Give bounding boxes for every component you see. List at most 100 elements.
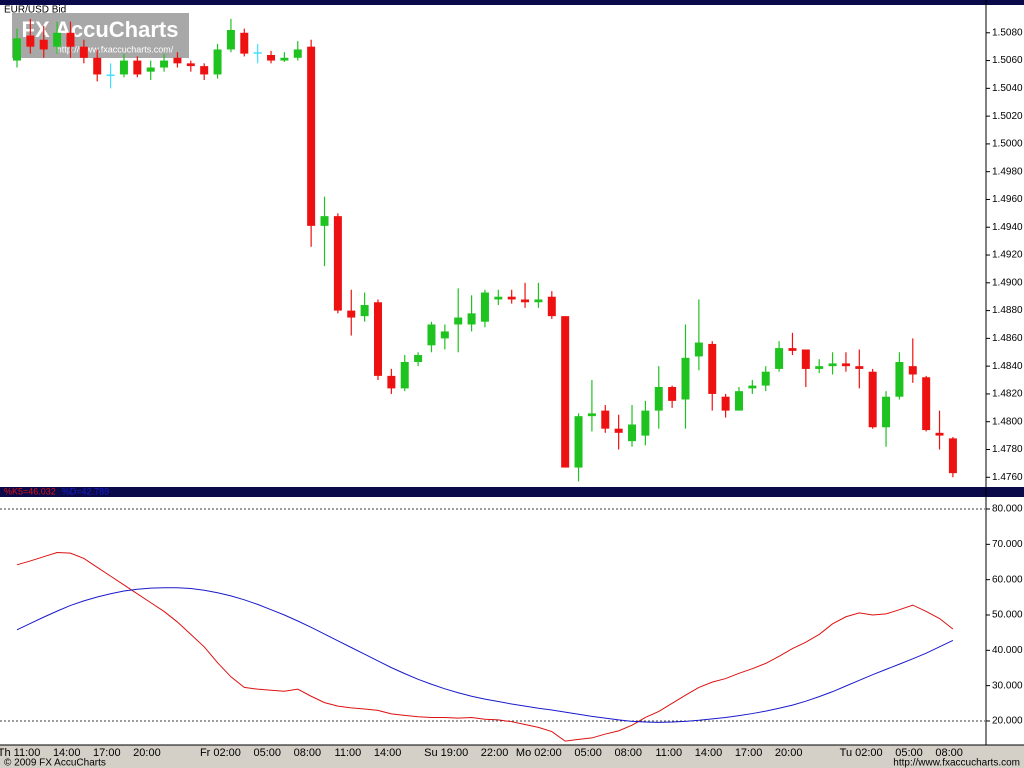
candle-body bbox=[868, 371, 877, 428]
y-tick-label: 1.4840 bbox=[992, 361, 1023, 372]
candle-body bbox=[601, 410, 610, 429]
top-border bbox=[0, 0, 1024, 5]
candle-body bbox=[39, 39, 48, 50]
candle-body bbox=[815, 366, 824, 369]
x-tick-label: 08:00 bbox=[614, 747, 642, 759]
candle-body bbox=[641, 410, 650, 436]
y-tick-label: 1.4760 bbox=[992, 472, 1023, 483]
candle-body bbox=[748, 385, 757, 389]
candle-body bbox=[373, 302, 382, 376]
candle-body bbox=[13, 38, 21, 61]
candle-body bbox=[561, 316, 570, 468]
candle-body bbox=[427, 324, 436, 346]
y-tick-label: 70.000 bbox=[992, 539, 1023, 550]
y-tick-label: 1.5040 bbox=[992, 83, 1023, 94]
copyright: © 2009 FX AccuCharts bbox=[4, 758, 106, 768]
y-tick-label: 20.000 bbox=[992, 716, 1023, 727]
y-tick-label: 1.4820 bbox=[992, 389, 1023, 400]
y-tick-label: 80.000 bbox=[992, 504, 1023, 515]
candle-body bbox=[841, 363, 850, 367]
candle-body bbox=[200, 66, 209, 75]
y-tick-label: 1.4940 bbox=[992, 222, 1023, 233]
candle-body bbox=[574, 416, 583, 468]
x-tick-label: 14:00 bbox=[695, 747, 723, 759]
x-tick-label: Tu 02:00 bbox=[840, 747, 883, 759]
x-tick-label: 05:00 bbox=[253, 747, 281, 759]
x-tick-label: 20:00 bbox=[133, 747, 161, 759]
x-tick-label: 20:00 bbox=[775, 747, 803, 759]
candle-body bbox=[66, 32, 75, 47]
x-tick-label: 05:00 bbox=[895, 747, 923, 759]
candle-body bbox=[908, 366, 917, 375]
y-tick-label: 1.5080 bbox=[992, 27, 1023, 38]
candle-body bbox=[240, 32, 249, 54]
candle-body bbox=[935, 432, 944, 436]
candle-body bbox=[440, 331, 449, 339]
y-tick-label: 1.5020 bbox=[992, 111, 1023, 122]
candle-body bbox=[801, 349, 810, 369]
candle-body bbox=[387, 375, 396, 389]
y-tick-label: 1.4800 bbox=[992, 416, 1023, 427]
x-tick-label: Mo 02:00 bbox=[516, 747, 562, 759]
legend-entry: %K5=46.032 bbox=[4, 486, 56, 496]
x-axis-strip bbox=[0, 745, 1024, 768]
candle-body bbox=[253, 52, 262, 54]
y-tick-label: 1.4780 bbox=[992, 444, 1023, 455]
candle-body bbox=[614, 428, 623, 433]
candle-body bbox=[280, 57, 289, 61]
watermark: FX AccuCharts http://www.fxaccucharts.co… bbox=[12, 13, 189, 58]
candle-body bbox=[347, 310, 356, 318]
x-tick-label: 14:00 bbox=[374, 747, 402, 759]
chart-title: EUR/USD Bid bbox=[4, 5, 66, 16]
candle-body bbox=[53, 32, 62, 47]
y-tick-label: 1.5000 bbox=[992, 139, 1023, 150]
x-tick-label: 05:00 bbox=[574, 747, 602, 759]
candle-body bbox=[948, 438, 957, 474]
y-tick-label: 30.000 bbox=[992, 680, 1023, 691]
candle-body bbox=[761, 371, 770, 386]
y-tick-label: 1.4900 bbox=[992, 277, 1023, 288]
watermark-url: http://www.fxaccucharts.com/ bbox=[57, 44, 174, 54]
candle-body bbox=[654, 386, 663, 411]
y-tick-label: 1.4860 bbox=[992, 333, 1023, 344]
candle-body bbox=[507, 296, 516, 300]
candle-body bbox=[400, 361, 409, 389]
candle-body bbox=[186, 63, 195, 67]
x-tick-label: 11:00 bbox=[655, 747, 682, 759]
x-tick-label: 08:00 bbox=[935, 747, 963, 759]
y-tick-label: 50.000 bbox=[992, 610, 1023, 621]
x-tick-label: Fr 02:00 bbox=[200, 747, 241, 759]
x-tick-label: 17:00 bbox=[735, 747, 763, 759]
candle-body bbox=[534, 299, 543, 303]
candle-body bbox=[708, 343, 717, 394]
y-tick-label: 40.000 bbox=[992, 645, 1023, 656]
candle-body bbox=[307, 46, 316, 226]
candle-body bbox=[333, 216, 342, 311]
candle-body bbox=[547, 296, 556, 317]
candle-body bbox=[694, 342, 703, 357]
legend-entry: %D=42.789 bbox=[62, 486, 109, 496]
candle-body bbox=[681, 357, 690, 400]
indicator-line bbox=[16, 551, 954, 742]
candle-body bbox=[454, 317, 463, 325]
x-tick-label: Su 19:00 bbox=[424, 747, 468, 759]
x-tick-label: 17:00 bbox=[93, 747, 121, 759]
candle-body bbox=[494, 296, 503, 300]
candle-body bbox=[922, 377, 931, 431]
candle-body bbox=[293, 49, 302, 58]
candle-body bbox=[668, 386, 677, 401]
candle-body bbox=[788, 348, 797, 351]
indicator-line bbox=[16, 587, 954, 723]
candle-body bbox=[480, 292, 489, 322]
candle-body bbox=[775, 348, 784, 369]
candle-body bbox=[267, 55, 276, 61]
x-tick-label: 11:00 bbox=[335, 747, 362, 759]
candle-body bbox=[828, 363, 837, 367]
separator bbox=[0, 487, 1024, 497]
candle-body bbox=[93, 57, 102, 75]
candle-body bbox=[587, 413, 596, 417]
candle-body bbox=[160, 60, 169, 68]
candle-body bbox=[360, 305, 369, 317]
